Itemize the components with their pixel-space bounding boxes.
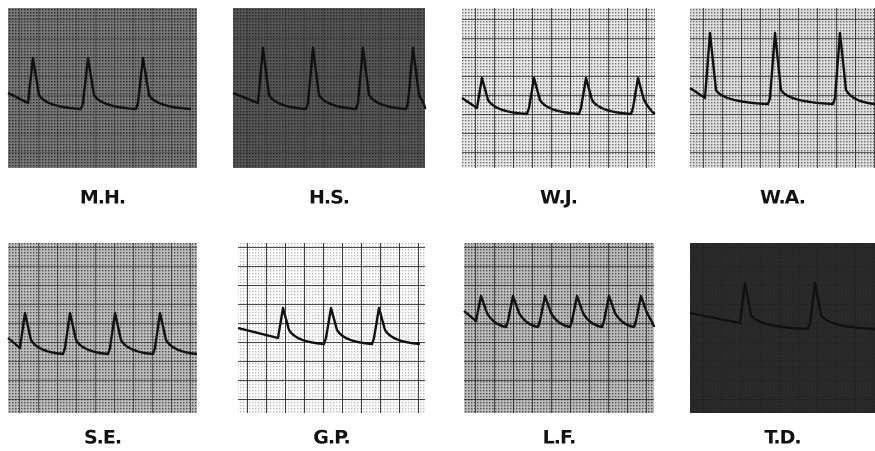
panel-grid [462,8,655,168]
panel-label: W.J. [540,187,577,209]
panel-label: G.P. [313,427,349,449]
trace [232,46,427,111]
trace [237,306,421,346]
panel-label: L.F. [543,427,576,449]
trace [689,31,875,106]
panel-grid [233,8,425,168]
trace [7,56,192,111]
panel-label: M.H. [80,187,125,209]
trace [461,76,656,116]
trace [7,311,198,356]
panel-grid [8,8,197,168]
trace [463,294,656,329]
panel-label: W.A. [760,187,805,209]
panel-grid [464,243,654,413]
trace [689,281,875,331]
panel-grid [690,8,875,168]
panel-label: T.D. [764,427,800,449]
panel-label: S.E. [84,427,121,449]
panel-label: H.S. [309,187,349,209]
panel-grid [238,243,425,413]
panel-grid [8,243,197,413]
